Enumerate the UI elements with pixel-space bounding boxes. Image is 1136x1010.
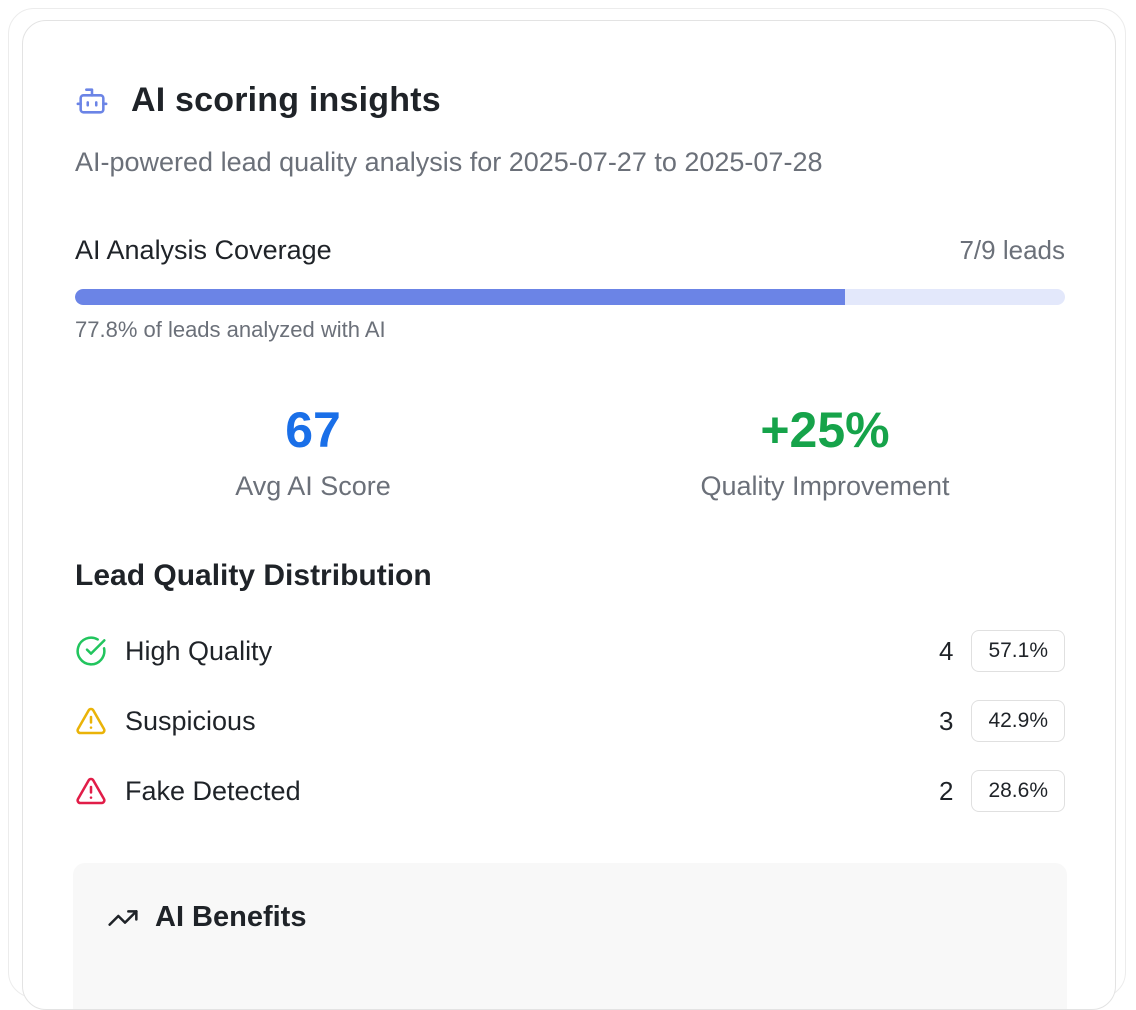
card-subtitle: AI-powered lead quality analysis for 202… [75,147,823,177]
coverage-caption: 77.8% of leads analyzed with AI [75,317,386,342]
coverage-label: AI Analysis Coverage [75,235,332,265]
coverage-progress-bar [75,289,1065,305]
avg-ai-score-value: 67 [285,402,341,458]
distribution-count: 4 [938,635,954,666]
distribution-percent-badge: 42.9% [971,700,1065,742]
distribution-count: 3 [938,705,954,736]
ai-benefits-title: AI Benefits [155,901,307,933]
card-title: AI scoring insights [131,81,441,119]
quality-improvement-stat: +25% Quality Improvement [615,401,1035,502]
distribution-label: Suspicious [125,705,256,736]
bot-icon [76,87,108,114]
avg-ai-score-label: Avg AI Score [235,471,391,501]
check-circle-icon [76,636,106,666]
trending-up-icon [108,909,138,926]
distribution-count: 2 [938,775,954,806]
distribution-row-suspicious: Suspicious 3 42.9% [75,698,1065,744]
ai-scoring-insights-card: AI scoring insights AI-powered lead qual… [22,20,1116,1010]
distribution-percent-badge: 57.1% [971,630,1065,672]
coverage-header: AI Analysis Coverage 7/9 leads [75,235,1065,266]
distribution-label: High Quality [125,635,273,666]
quality-improvement-value: +25% [760,402,890,458]
distribution-row-fake-detected: Fake Detected 2 28.6% [75,768,1065,814]
distribution-percent-badge: 28.6% [971,770,1065,812]
quality-improvement-label: Quality Improvement [700,471,950,501]
ai-benefits-panel: AI Benefits [73,863,1067,1009]
card-header: AI scoring insights [75,81,441,120]
distribution-row-high-quality: High Quality 4 57.1% [75,628,1065,674]
warning-triangle-icon [76,707,106,735]
distribution-label: Fake Detected [125,775,301,806]
distribution-title: Lead Quality Distribution [75,559,432,592]
avg-ai-score-stat: 67 Avg AI Score [103,401,523,502]
ai-benefits-header: AI Benefits [107,901,306,934]
coverage-count: 7/9 leads [959,235,1065,265]
alert-triangle-icon [76,777,106,805]
coverage-progress-fill [75,289,846,305]
